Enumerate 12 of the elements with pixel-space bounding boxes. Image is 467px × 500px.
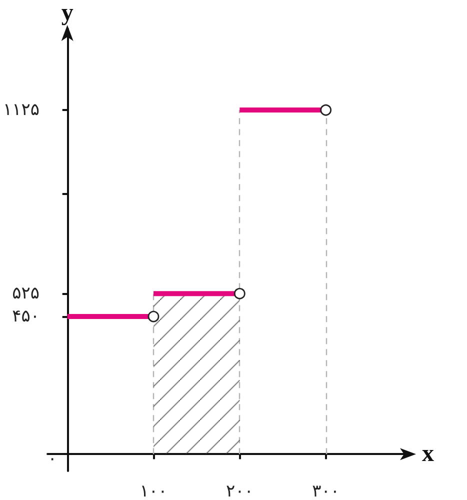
x-tick-label: ۳۰۰ — [312, 482, 340, 500]
point — [148, 310, 160, 322]
y-axis-title: y — [61, 0, 74, 26]
x-axis-title: x — [422, 441, 434, 468]
y-tick-label: ۱۱۲۵ — [2, 100, 40, 120]
point — [234, 288, 246, 300]
x-tick-label: ۲۰۰ — [226, 482, 254, 500]
y-tick-label: ۵۲۵ — [12, 284, 40, 304]
y-tick-label: ۴۵۰ — [12, 306, 40, 327]
x-tick-label: ۱۰۰ — [140, 482, 168, 500]
annotation: ۰ — [48, 449, 57, 470]
point — [320, 104, 332, 116]
